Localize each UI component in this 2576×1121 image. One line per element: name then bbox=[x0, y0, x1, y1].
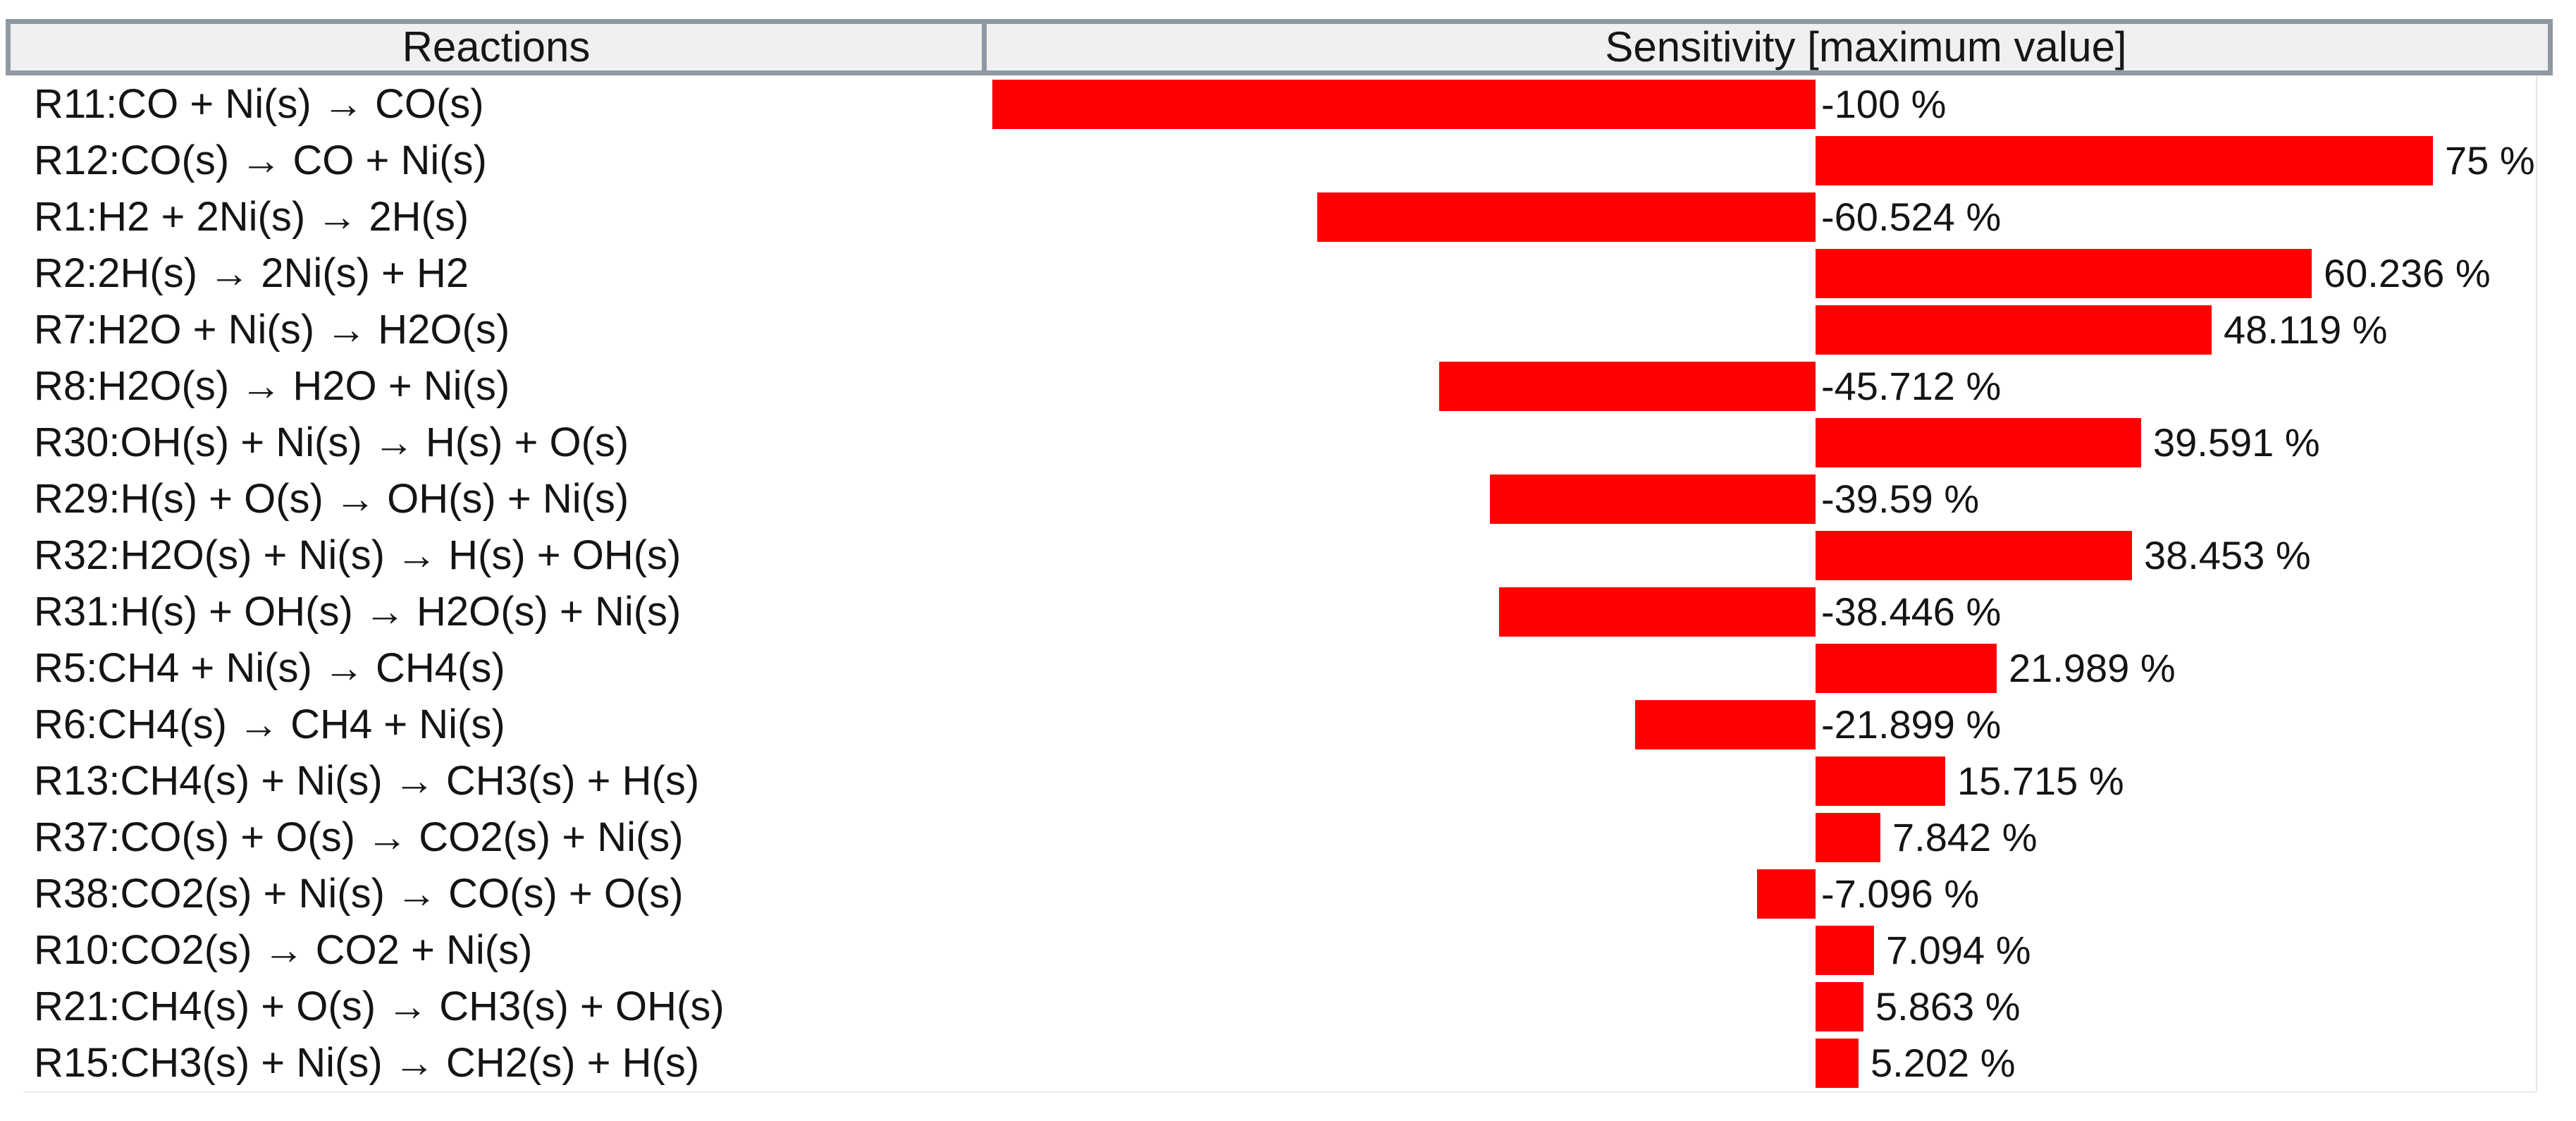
reaction-label: R1:H2 + 2Ni(s) → 2H(s) bbox=[34, 194, 469, 240]
sensitivity-bar bbox=[1816, 1039, 1859, 1088]
table-row: R12:CO(s) → CO + Ni(s) 75 % bbox=[0, 133, 2576, 189]
sensitivity-value-label: 15.715 % bbox=[1957, 759, 2124, 803]
sensitivity-value-label: 21.989 % bbox=[2009, 646, 2176, 690]
bar-cell: 15.715 % bbox=[989, 753, 2576, 809]
sensitivity-value-label: -7.096 % bbox=[1821, 871, 1980, 916]
sensitivity-bar bbox=[1816, 813, 1880, 862]
sensitivity-bar bbox=[1757, 869, 1816, 919]
bar-cell: -60.524 % bbox=[989, 189, 2576, 245]
reaction-label: R29:H(s) + O(s) → OH(s) + Ni(s) bbox=[34, 476, 629, 522]
table-row: R38:CO2(s) + Ni(s) → CO(s) + O(s) -7.096 … bbox=[0, 866, 2576, 922]
reactions-column-header: Reactions bbox=[6, 19, 987, 75]
sensitivity-bar bbox=[1816, 249, 2312, 298]
sensitivity-bar bbox=[1499, 587, 1816, 637]
sensitivity-bar bbox=[1816, 531, 2132, 580]
reaction-label: R11:CO + Ni(s) → CO(s) bbox=[34, 81, 484, 127]
reaction-label: R2:2H(s) → 2Ni(s) + H2 bbox=[34, 250, 469, 296]
reaction-label: R10:CO2(s) → CO2 + Ni(s) bbox=[34, 927, 533, 973]
sensitivity-bar bbox=[1816, 136, 2433, 185]
sensitivity-column-header: Sensitivity [maximum value] bbox=[982, 19, 2553, 75]
sensitivity-bar bbox=[1635, 700, 1816, 749]
sensitivity-bar bbox=[1816, 926, 1874, 975]
sensitivity-value-label: 48.119 % bbox=[2224, 307, 2388, 352]
table-row: R21:CH4(s) + O(s) → CH3(s) + OH(s) 5.863 … bbox=[0, 979, 2576, 1035]
bar-cell: 7.842 % bbox=[989, 809, 2576, 866]
sensitivity-bar bbox=[992, 80, 1816, 129]
table-row: R13:CH4(s) + Ni(s) → CH3(s) + H(s) 15.715… bbox=[0, 753, 2576, 809]
reaction-label: R21:CH4(s) + O(s) → CH3(s) + OH(s) bbox=[34, 984, 725, 1029]
reaction-label: R15:CH3(s) + Ni(s) → CH2(s) + H(s) bbox=[34, 1040, 700, 1086]
sensitivity-value-label: -60.524 % bbox=[1821, 195, 2002, 239]
sensitivity-value-label: 7.094 % bbox=[1886, 928, 2031, 972]
sensitivity-bar-chart: R11:CO + Ni(s) → CO(s) -100 % R12:CO(s) → … bbox=[0, 76, 2576, 1091]
table-row: R10:CO2(s) → CO2 + Ni(s) 7.094 % bbox=[0, 922, 2576, 979]
sensitivity-value-label: -21.899 % bbox=[1821, 702, 2002, 747]
bar-cell: 48.119 % bbox=[989, 302, 2576, 358]
table-row: R32:H2O(s) + Ni(s) → H(s) + OH(s) 38.453 … bbox=[0, 527, 2576, 584]
sensitivity-bar bbox=[1816, 756, 1945, 806]
table-row: R37:CO(s) + O(s) → CO2(s) + Ni(s) 7.842 % bbox=[0, 809, 2576, 866]
table-row: R31:H(s) + OH(s) → H2O(s) + Ni(s) -38.446… bbox=[0, 584, 2576, 640]
table-row: R1:H2 + 2Ni(s) → 2H(s) -60.524 % bbox=[0, 189, 2576, 245]
bar-cell: 39.591 % bbox=[989, 415, 2576, 471]
sensitivity-value-label: -100 % bbox=[1821, 82, 1947, 126]
sensitivity-value-label: 39.591 % bbox=[2153, 420, 2320, 465]
table-row: R5:CH4 + Ni(s) → CH4(s) 21.989 % bbox=[0, 640, 2576, 697]
reaction-label: R32:H2O(s) + Ni(s) → H(s) + OH(s) bbox=[34, 532, 682, 578]
table-row: R15:CH3(s) + Ni(s) → CH2(s) + H(s) 5.202 … bbox=[0, 1035, 2576, 1091]
sensitivity-value-label: 7.842 % bbox=[1892, 815, 2038, 859]
table-row: R2:2H(s) → 2Ni(s) + H2 60.236 % bbox=[0, 245, 2576, 302]
sensitivity-value-label: 60.236 % bbox=[2324, 251, 2491, 295]
reaction-label: R31:H(s) + OH(s) → H2O(s) + Ni(s) bbox=[34, 589, 682, 635]
bar-cell: -7.096 % bbox=[989, 866, 2576, 922]
bar-cell: 60.236 % bbox=[989, 245, 2576, 302]
table-row: R30:OH(s) + Ni(s) → H(s) + O(s) 39.591 % bbox=[0, 415, 2576, 471]
table-row: R29:H(s) + O(s) → OH(s) + Ni(s) -39.59 % bbox=[0, 471, 2576, 527]
reaction-label: R7:H2O + Ni(s) → H2O(s) bbox=[34, 307, 510, 353]
bar-cell: 38.453 % bbox=[989, 527, 2576, 584]
bar-cell: 5.863 % bbox=[989, 979, 2576, 1035]
sensitivity-bar bbox=[1816, 418, 2141, 467]
bar-cell: -38.446 % bbox=[989, 584, 2576, 640]
bar-cell: -100 % bbox=[989, 76, 2576, 133]
sensitivity-value-label: -39.59 % bbox=[1821, 477, 1980, 521]
table-row: R8:H2O(s) → H2O + Ni(s) -45.712 % bbox=[0, 358, 2576, 415]
reaction-label: R37:CO(s) + O(s) → CO2(s) + Ni(s) bbox=[34, 814, 684, 860]
bar-cell: -39.59 % bbox=[989, 471, 2576, 527]
plot-frame-bottom-line bbox=[23, 1091, 2536, 1093]
bar-cell: 75 % bbox=[989, 133, 2576, 189]
reaction-label: R13:CH4(s) + Ni(s) → CH3(s) + H(s) bbox=[34, 758, 700, 804]
bar-cell: 5.202 % bbox=[989, 1035, 2576, 1091]
bar-cell: -21.899 % bbox=[989, 697, 2576, 753]
reaction-label: R38:CO2(s) + Ni(s) → CO(s) + O(s) bbox=[34, 871, 684, 917]
reaction-label: R6:CH4(s) → CH4 + Ni(s) bbox=[34, 702, 505, 747]
sensitivity-value-label: 75 % bbox=[2445, 138, 2535, 183]
plot-frame-right-line bbox=[2536, 76, 2537, 1091]
sensitivity-bar bbox=[1317, 192, 1816, 242]
bar-cell: 7.094 % bbox=[989, 922, 2576, 979]
table-row: R6:CH4(s) → CH4 + Ni(s) -21.899 % bbox=[0, 697, 2576, 753]
sensitivity-bar bbox=[1816, 644, 1997, 693]
sensitivity-bar bbox=[1816, 982, 1863, 1031]
sensitivity-value-label: -45.712 % bbox=[1821, 364, 2002, 408]
sensitivity-value-label: 5.863 % bbox=[1875, 984, 2021, 1029]
sensitivity-bar bbox=[1816, 305, 2212, 355]
table-row: R7:H2O + Ni(s) → H2O(s) 48.119 % bbox=[0, 302, 2576, 358]
sensitivity-bar bbox=[1439, 362, 1816, 411]
sensitivity-value-label: -38.446 % bbox=[1821, 589, 2002, 634]
table-row: R11:CO + Ni(s) → CO(s) -100 % bbox=[0, 76, 2576, 133]
bar-cell: 21.989 % bbox=[989, 640, 2576, 697]
sensitivity-value-label: 5.202 % bbox=[1871, 1041, 2016, 1085]
reaction-label: R12:CO(s) → CO + Ni(s) bbox=[34, 137, 487, 183]
sensitivity-bar bbox=[1490, 474, 1816, 524]
table-header-row: Reactions Sensitivity [maximum value] bbox=[6, 19, 2553, 75]
reaction-label: R5:CH4 + Ni(s) → CH4(s) bbox=[34, 645, 505, 691]
reaction-label: R8:H2O(s) → H2O + Ni(s) bbox=[34, 363, 510, 409]
sensitivity-value-label: 38.453 % bbox=[2144, 533, 2311, 577]
reaction-label: R30:OH(s) + Ni(s) → H(s) + O(s) bbox=[34, 419, 629, 465]
bar-cell: -45.712 % bbox=[989, 358, 2576, 415]
